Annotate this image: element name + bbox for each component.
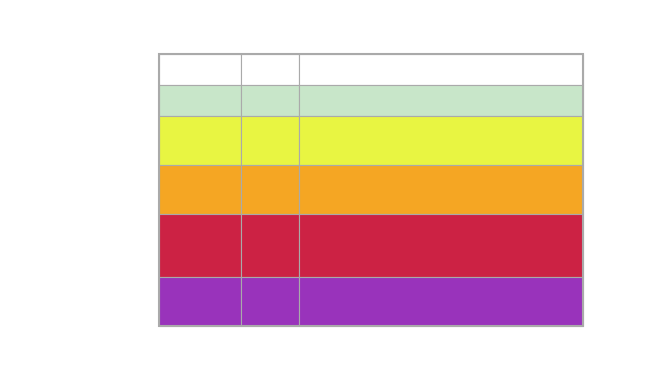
Text: Moderate Risk for those who are sensitive
to heat, especially those without effe: Moderate Risk for those who are sensitiv… — [300, 165, 582, 213]
Text: Category: Category — [170, 63, 230, 76]
Bar — [158, 54, 583, 326]
Text: Orange: Orange — [174, 183, 226, 196]
Text: Magenta: Magenta — [169, 295, 230, 308]
Bar — [241, 277, 299, 326]
Bar — [299, 54, 583, 85]
Text: Green: Green — [179, 94, 221, 107]
Bar — [158, 214, 241, 277]
Bar — [299, 214, 583, 277]
Text: No Elevated Risk: No Elevated Risk — [385, 94, 497, 107]
Text: Red: Red — [186, 239, 214, 252]
Bar — [299, 277, 583, 326]
Text: Level: Level — [253, 63, 287, 76]
Bar — [158, 85, 241, 116]
Bar — [241, 165, 299, 214]
Bar — [299, 85, 583, 116]
Bar — [158, 165, 241, 214]
Text: 1: 1 — [266, 134, 275, 147]
Text: Yellow: Yellow — [178, 134, 222, 147]
Text: 2: 2 — [266, 183, 275, 196]
Bar — [158, 277, 241, 326]
Bar — [299, 165, 583, 214]
Bar — [241, 85, 299, 116]
Text: 0: 0 — [266, 94, 275, 107]
Bar — [241, 54, 299, 85]
Text: Very High Risk for entire population due to
long duration heat, with little to n: Very High Risk for entire population due… — [298, 277, 584, 326]
Bar — [241, 214, 299, 277]
Text: Meaning: Meaning — [412, 63, 470, 76]
Bar — [158, 54, 241, 85]
Text: 4: 4 — [266, 295, 275, 308]
Bar — [158, 116, 241, 165]
Bar — [299, 116, 583, 165]
Bar — [241, 116, 299, 165]
Text: High Risk for much of the population,
especially those who are heat sensitive an: High Risk for much of the population, es… — [295, 213, 587, 278]
Text: Low Risk for those extremely sensitive to
heat, especially those without effecti: Low Risk for those extremely sensitive t… — [303, 117, 578, 165]
Text: 3: 3 — [266, 239, 275, 252]
